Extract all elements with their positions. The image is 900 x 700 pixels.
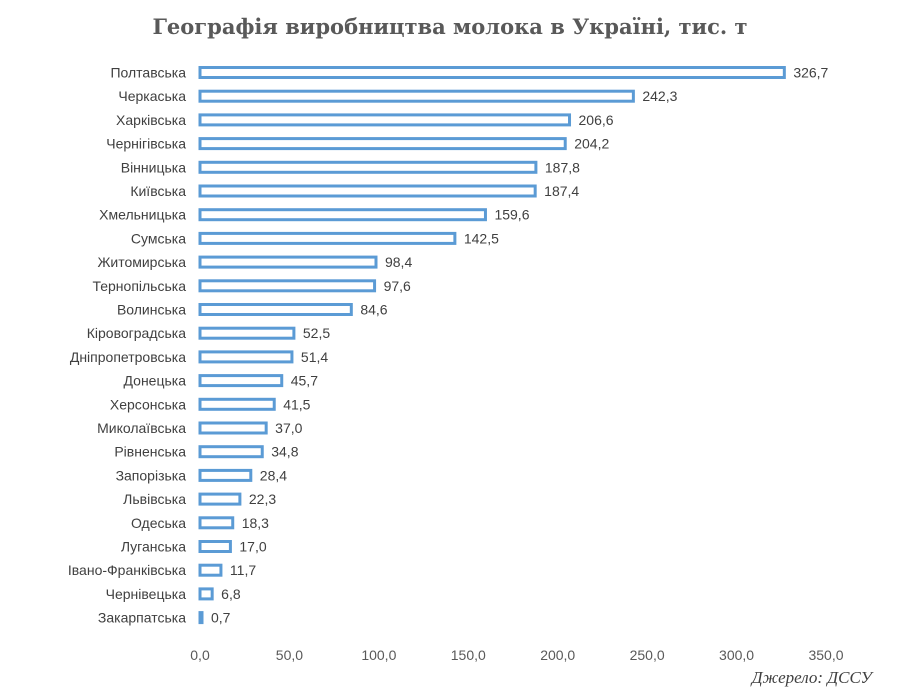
category-label: Івано-Франківська bbox=[68, 562, 186, 578]
bar bbox=[198, 563, 223, 577]
data-label: 0,7 bbox=[211, 610, 231, 626]
bar bbox=[198, 374, 284, 388]
bar bbox=[198, 160, 538, 174]
bar bbox=[198, 445, 264, 459]
bar bbox=[198, 113, 572, 127]
bar bbox=[198, 137, 567, 151]
data-label: 11,7 bbox=[230, 562, 256, 578]
bar bbox=[198, 397, 276, 411]
data-label: 142,5 bbox=[464, 230, 499, 246]
category-label: Луганська bbox=[121, 539, 186, 555]
category-label: Чернігівська bbox=[106, 136, 186, 152]
category-label: Закарпатська bbox=[98, 610, 186, 626]
data-label: 52,5 bbox=[303, 325, 330, 341]
category-label: Тернопільська bbox=[92, 278, 186, 294]
data-label: 37,0 bbox=[275, 420, 302, 436]
category-label: Вінницька bbox=[121, 159, 186, 175]
x-tick-label: 200,0 bbox=[540, 647, 575, 663]
bar bbox=[198, 255, 378, 269]
bar bbox=[198, 303, 353, 316]
data-label: 97,6 bbox=[384, 278, 411, 294]
source-note: Джерело: ДССУ bbox=[751, 668, 872, 687]
data-label: 18,3 bbox=[242, 515, 269, 531]
data-label: 28,4 bbox=[260, 467, 287, 483]
data-label: 98,4 bbox=[385, 254, 412, 270]
category-label: Львівська bbox=[123, 491, 186, 507]
category-label: Житомирська bbox=[97, 254, 186, 270]
category-label: Дніпропетровська bbox=[70, 349, 186, 365]
category-label: Волинська bbox=[117, 302, 186, 318]
bar bbox=[198, 231, 457, 245]
data-label: 204,2 bbox=[574, 136, 609, 152]
x-tick-label: 150,0 bbox=[451, 647, 486, 663]
category-label: Миколаївська bbox=[97, 420, 186, 436]
data-label: 326,7 bbox=[793, 65, 828, 81]
data-label: 17,0 bbox=[239, 539, 266, 555]
bar bbox=[198, 611, 204, 625]
bar bbox=[198, 208, 487, 222]
bar bbox=[198, 66, 786, 79]
data-label: 22,3 bbox=[249, 491, 276, 507]
bar bbox=[198, 468, 253, 482]
data-label: 187,8 bbox=[545, 159, 580, 175]
x-tick-label: 100,0 bbox=[361, 647, 396, 663]
x-tick-label: 300,0 bbox=[719, 647, 754, 663]
data-label: 187,4 bbox=[544, 183, 579, 199]
bar bbox=[198, 326, 296, 340]
category-label: Рівненська bbox=[114, 444, 186, 460]
data-label: 206,6 bbox=[579, 112, 614, 128]
category-label: Кіровоградська bbox=[87, 325, 186, 341]
category-label: Сумська bbox=[131, 230, 186, 246]
data-label: 51,4 bbox=[301, 349, 328, 365]
chart-title: Географія виробництва молока в Україні, … bbox=[152, 14, 748, 39]
category-label: Запорізька bbox=[116, 467, 187, 483]
category-label: Чернівецька bbox=[106, 586, 187, 602]
category-label: Херсонська bbox=[110, 396, 186, 412]
bar bbox=[198, 421, 268, 435]
data-label: 34,8 bbox=[271, 444, 298, 460]
bar bbox=[198, 540, 232, 553]
category-label: Одеська bbox=[131, 515, 186, 531]
data-label: 41,5 bbox=[283, 396, 310, 412]
data-label: 242,3 bbox=[642, 88, 677, 104]
bar bbox=[198, 184, 537, 198]
category-label: Харківська bbox=[116, 112, 186, 128]
category-label: Донецька bbox=[124, 373, 187, 389]
bar bbox=[198, 89, 635, 103]
category-label: Хмельницька bbox=[99, 207, 186, 223]
category-label: Черкаська bbox=[118, 88, 186, 104]
bar bbox=[198, 587, 214, 601]
bar bbox=[198, 350, 294, 364]
x-tick-label: 350,0 bbox=[808, 647, 843, 663]
category-label: Київська bbox=[130, 183, 186, 199]
x-tick-label: 50,0 bbox=[276, 647, 303, 663]
data-label: 159,6 bbox=[494, 207, 529, 223]
x-tick-label: 250,0 bbox=[630, 647, 665, 663]
bar bbox=[198, 516, 235, 530]
data-label: 6,8 bbox=[221, 586, 241, 602]
bar bbox=[198, 279, 377, 293]
data-label: 45,7 bbox=[291, 373, 318, 389]
bar bbox=[198, 492, 242, 506]
data-label: 84,6 bbox=[360, 302, 387, 318]
x-tick-label: 0,0 bbox=[190, 647, 210, 663]
category-label: Полтавська bbox=[110, 65, 186, 81]
